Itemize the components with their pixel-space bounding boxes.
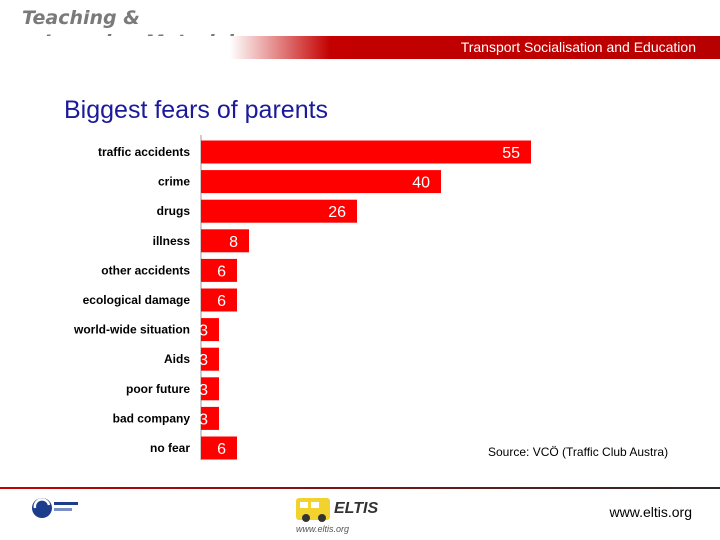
bar: [201, 258, 237, 282]
footer-rule: [0, 487, 720, 489]
value-label: 8: [229, 234, 238, 251]
value-label: 26: [328, 204, 346, 221]
bar: [201, 288, 237, 312]
category-label: Aids: [164, 352, 190, 366]
value-label: 3: [199, 323, 208, 340]
value-label: 55: [502, 145, 520, 162]
slide-title: Biggest fears of parents: [64, 96, 329, 124]
bar: [201, 377, 219, 401]
bar: [201, 229, 249, 253]
value-label: 6: [217, 293, 226, 310]
organization-logo-icon: [32, 498, 78, 518]
category-label: ecological damage: [83, 293, 191, 307]
footer-url: www.eltis.org: [609, 504, 692, 520]
bar-chart: traffic accidents 55 crime 40 drugs 26 illness…: [73, 135, 531, 460]
category-label: other accidents: [101, 263, 190, 277]
bar: [201, 318, 219, 342]
bar: [201, 347, 219, 371]
category-label: crime: [158, 175, 190, 189]
eltis-url: www.eltis.org: [296, 524, 350, 534]
bar: [201, 406, 219, 430]
category-label: poor future: [126, 382, 190, 396]
bar: [201, 170, 441, 194]
value-label: 6: [217, 441, 226, 458]
category-label: world-wide situation: [73, 323, 190, 337]
header-subtitle: Transport Socialisation and Education: [460, 39, 696, 55]
category-label: drugs: [157, 204, 191, 218]
header-bar: [0, 36, 720, 59]
source-note: Source: VCÖ (Traffic Club Austra): [488, 445, 669, 459]
value-label: 6: [217, 263, 226, 280]
eltis-logo-icon: [296, 498, 330, 522]
category-label: illness: [153, 234, 191, 248]
category-label: traffic accidents: [98, 145, 190, 159]
category-label: bad company: [113, 411, 191, 425]
bar: [201, 140, 531, 164]
category-label: no fear: [150, 441, 190, 455]
header-title-line1: Teaching &: [22, 7, 140, 29]
eltis-name: ELTIS: [334, 500, 379, 517]
bar: [201, 436, 237, 460]
value-label: 3: [199, 352, 208, 369]
value-label: 3: [199, 382, 208, 399]
bar: [201, 199, 357, 223]
value-label: 3: [199, 411, 208, 428]
value-label: 40: [412, 175, 430, 192]
